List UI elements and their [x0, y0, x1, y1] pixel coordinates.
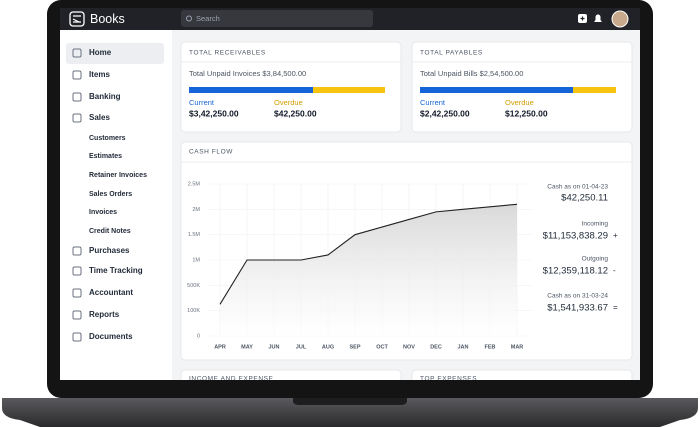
summary-amount: $1,541,933.67 [547, 303, 608, 314]
sidebar [60, 30, 172, 380]
nav-icon [72, 246, 82, 256]
x-tick-label: JAN [457, 344, 468, 350]
search-box[interactable] [181, 10, 373, 27]
income-card [180, 369, 402, 380]
nav-item[interactable]: Documents [89, 332, 133, 341]
nav-subitem[interactable]: Estimates [89, 153, 122, 160]
nav-icon [72, 332, 82, 342]
x-tick-label: OCT [376, 344, 388, 350]
nav-icon [72, 92, 82, 102]
nav-icon [72, 266, 82, 276]
nav-icon [72, 70, 82, 80]
x-tick-label: NOV [403, 344, 415, 350]
x-tick-label: DEC [430, 344, 442, 350]
nav-subitem[interactable]: Customers [89, 135, 126, 142]
app-name: Books [90, 12, 125, 26]
summary: Total Unpaid Bills $2,54,500.00 [420, 69, 523, 78]
current-amount: $3,42,250.00 [189, 108, 239, 118]
nav-item[interactable]: Home [89, 48, 112, 57]
overdue-label: Overdue [505, 98, 534, 107]
nav-item[interactable]: Time Tracking [89, 266, 143, 275]
card-title: TOP EXPENSES [420, 376, 477, 383]
x-tick-label: MAR [511, 344, 524, 350]
summary-amount: $11,153,838.29 [543, 231, 608, 242]
card-title: INCOME AND EXPENSE [189, 376, 274, 383]
nav-icon [72, 310, 82, 320]
y-tick-label: 0 [197, 333, 200, 339]
nav-item[interactable]: Items [89, 70, 110, 79]
x-tick-label: AUG [322, 344, 334, 350]
nav-item[interactable]: Banking [89, 92, 121, 101]
x-tick-label: JUN [268, 344, 279, 350]
card-title: TOTAL PAYABLES [420, 50, 483, 57]
overdue-amount: $12,250.00 [505, 108, 548, 118]
card-title: CASH FLOW [189, 149, 233, 156]
summary-sign: = [613, 303, 618, 312]
x-tick-label: FEB [485, 344, 496, 350]
summary-label: Cash as on 01-04-23 [547, 184, 608, 191]
current-bar [189, 87, 313, 93]
line [219, 203, 518, 305]
current-amount: $2,42,250.00 [420, 108, 470, 118]
current-label: Current [420, 98, 446, 107]
y-tick-label: 2.5M [188, 181, 201, 187]
notification-button[interactable] [594, 14, 602, 23]
summary-amount: $12,359,118.12 [543, 266, 608, 277]
nav-icon [72, 113, 82, 123]
current-bar [420, 87, 573, 93]
y-tick-label: 1.5M [188, 232, 201, 238]
nav-subitem[interactable]: Credit Notes [89, 228, 131, 235]
active-highlight [66, 43, 164, 64]
avatar[interactable] [611, 10, 629, 28]
overdue-bar [313, 87, 385, 93]
area [220, 204, 517, 336]
summary-label: Incoming [582, 221, 609, 228]
summary-label: Outgoing [582, 256, 609, 263]
card-title: TOTAL RECEIVABLES [189, 50, 266, 57]
search-icon [186, 15, 192, 22]
current-label: Current [189, 98, 215, 107]
x-tick-label: MAY [241, 344, 253, 350]
x-tick-label: JUL [296, 344, 307, 350]
y-tick-label: 1M [192, 257, 200, 263]
screen: Books Search Home Items Banking Sales Custom… [60, 8, 640, 383]
nav-icon [72, 288, 82, 298]
y-tick-label: 100K [187, 308, 200, 314]
summary: Total Unpaid Invoices $3,84,500.00 [189, 69, 306, 78]
cash-summary: Cash as on 01-04-23 $42,250.11 Incoming $11… [543, 184, 618, 314]
nav-icon [72, 48, 82, 58]
nav-subitem[interactable]: Sales Orders [89, 191, 132, 198]
nav: Home Items Banking Sales Customers Estimates R… [72, 48, 147, 342]
summary-sign: + [613, 231, 618, 240]
expenses-card [411, 369, 633, 380]
add-icon [580, 16, 585, 21]
x-tick-label: SEP [349, 344, 360, 350]
overdue-amount: $42,250.00 [274, 108, 317, 118]
nav-item[interactable]: Accountant [89, 288, 133, 297]
summary-label: Cash as on 31-03-24 [547, 293, 608, 300]
overdue-bar [573, 87, 616, 93]
logo [69, 11, 85, 27]
nav-subitem[interactable]: Retainer Invoices [89, 172, 147, 179]
overdue-label: Overdue [274, 98, 303, 107]
nav-item[interactable]: Purchases [89, 246, 130, 255]
nav-item[interactable]: Reports [89, 310, 120, 319]
y-tick-label: 500K [187, 283, 200, 289]
nav-subitem[interactable]: Invoices [89, 209, 117, 216]
y-tick-label: 2M [192, 207, 200, 213]
notch [293, 398, 407, 405]
summary-sign: - [613, 266, 616, 275]
x-tick-label: APR [214, 344, 226, 350]
search-placeholder: Search [196, 14, 220, 23]
nav-item[interactable]: Sales [89, 113, 110, 122]
cash-flow-chart: 0 100K 500K 1M 1.5M 2M 2.5M APR MAY JUN JUL AUG SEP O… [187, 181, 532, 350]
summary-amount: $42,250.11 [561, 193, 608, 204]
laptop-base [2, 398, 698, 427]
